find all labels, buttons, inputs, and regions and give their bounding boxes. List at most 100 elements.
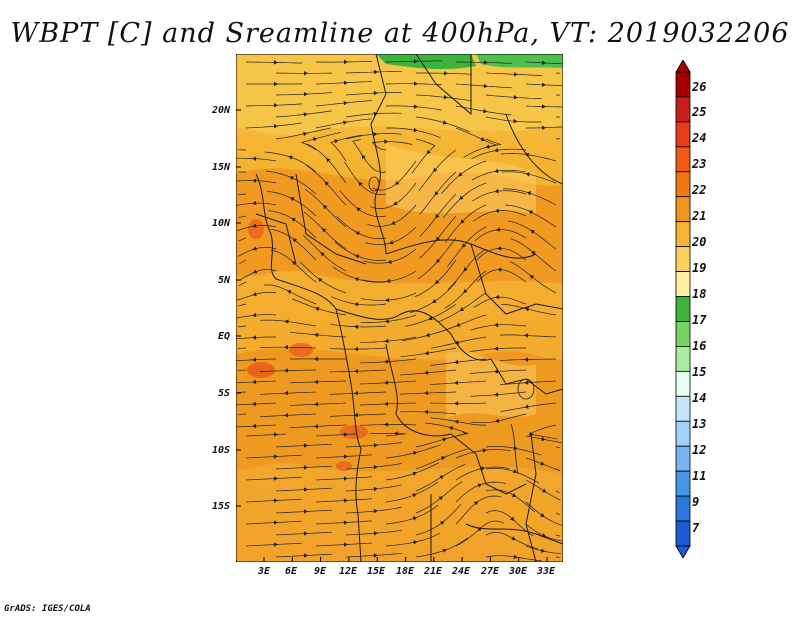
- streamline: [238, 259, 247, 265]
- colorbar-swatch: [675, 296, 691, 322]
- streamline-arrow: [284, 368, 289, 373]
- streamline-arrow: [303, 487, 308, 492]
- streamline: [245, 520, 302, 525]
- warm-spot-4: [336, 461, 352, 471]
- streamline-arrow: [273, 476, 278, 481]
- streamline: [385, 532, 441, 547]
- streamline-arrow: [510, 516, 515, 521]
- streamline: [555, 446, 560, 449]
- streamline-arrow: [273, 454, 278, 459]
- warm-spot-5: [248, 219, 264, 239]
- streamline: [359, 402, 417, 406]
- streamline-arrow: [414, 81, 418, 86]
- streamline: [238, 237, 247, 242]
- streamline: [385, 444, 441, 459]
- streamline-arrow: [513, 95, 518, 100]
- streamline-arrow: [497, 246, 502, 251]
- streamline-arrow: [252, 156, 257, 161]
- streamline: [369, 432, 406, 437]
- lon-label-9e: 9E: [313, 566, 327, 577]
- streamline-arrow: [525, 172, 530, 177]
- streamline: [345, 442, 402, 448]
- streamline: [345, 484, 402, 492]
- colorbar-swatch: [675, 271, 691, 297]
- streamline-arrow: [393, 201, 398, 206]
- colorbar-label: 25: [692, 105, 707, 119]
- streamline-arrow: [494, 188, 499, 194]
- streamline-arrow: [252, 292, 257, 297]
- streamline: [400, 369, 457, 376]
- streamline-arrow: [373, 132, 378, 137]
- streamline-arrow: [524, 380, 529, 385]
- lat-label-eq: EQ: [217, 331, 230, 342]
- streamline-arrow: [494, 322, 499, 328]
- streamline-arrow: [384, 139, 389, 144]
- streamline-arrow: [252, 201, 257, 206]
- streamline-arrow: [495, 227, 500, 232]
- streamline-arrow: [494, 392, 499, 397]
- streamline: [352, 139, 387, 173]
- streamline: [236, 180, 277, 184]
- field-patch-east: [446, 351, 536, 419]
- streamline: [237, 246, 277, 257]
- streamline-arrow: [373, 553, 378, 558]
- streamline-arrow: [424, 390, 429, 396]
- streamline-arrow: [494, 148, 499, 153]
- streamline-arrow: [303, 553, 308, 558]
- lake-tanganyika: [510, 423, 519, 475]
- streamline-arrow: [356, 207, 361, 212]
- streamline-arrow: [443, 95, 448, 100]
- streamline-arrow: [354, 391, 359, 396]
- streamline: [438, 292, 487, 323]
- streamline-arrow: [384, 380, 389, 385]
- streamline-arrow: [273, 542, 278, 547]
- streamline-arrow: [481, 466, 486, 471]
- streamline-arrow: [494, 346, 499, 351]
- lat-label-15s: 15S: [211, 501, 230, 512]
- streamline: [443, 182, 487, 219]
- streamline-arrow: [494, 208, 500, 213]
- streamline: [402, 325, 457, 341]
- streamline: [415, 464, 466, 492]
- streamline-arrow: [252, 379, 257, 385]
- streamline: [441, 160, 487, 194]
- streamline-arrow: [314, 379, 319, 385]
- streamline: [303, 211, 347, 250]
- colorbar-label: 23: [692, 157, 707, 171]
- streamline-arrow: [384, 359, 389, 364]
- streamline: [417, 237, 457, 279]
- streamline-arrow: [424, 409, 429, 415]
- lon-label-3e: 3E: [257, 566, 271, 577]
- streamline-arrow: [456, 322, 461, 327]
- credit-text: GrADS: IGES/COLA: [4, 604, 91, 614]
- streamline-arrow: [541, 488, 547, 493]
- field-patch-green-1: [376, 54, 476, 70]
- streamline: [245, 476, 302, 481]
- colorbar-label: 15: [692, 365, 707, 379]
- streamline-arrow: [303, 131, 308, 137]
- streamline-arrow: [541, 60, 546, 65]
- streamline-arrow: [343, 100, 348, 106]
- border-chad: [370, 54, 387, 255]
- streamline-arrow: [454, 401, 458, 406]
- colorbar-label: 20: [692, 235, 707, 249]
- streamline: [500, 153, 557, 162]
- streamline-arrow: [435, 236, 441, 241]
- streamline-arrow: [354, 369, 359, 374]
- streamline-arrow: [354, 346, 358, 352]
- colorbar-label: 17: [692, 313, 707, 327]
- streamline-arrow: [524, 333, 529, 338]
- streamline-arrow: [494, 369, 499, 374]
- streamline: [361, 292, 417, 301]
- colorbar-swatch: [675, 121, 691, 148]
- lat-label-5s: 5S: [217, 388, 230, 399]
- country-borders: [255, 54, 563, 562]
- streamline-arrow: [373, 509, 378, 514]
- streamline-arrow: [385, 297, 390, 303]
- streamline: [275, 465, 332, 470]
- streamline: [485, 531, 539, 550]
- streamline: [360, 380, 417, 385]
- colorbar-swatch: [675, 196, 691, 223]
- warm-spot-1: [247, 362, 275, 378]
- streamline-arrow: [495, 294, 500, 300]
